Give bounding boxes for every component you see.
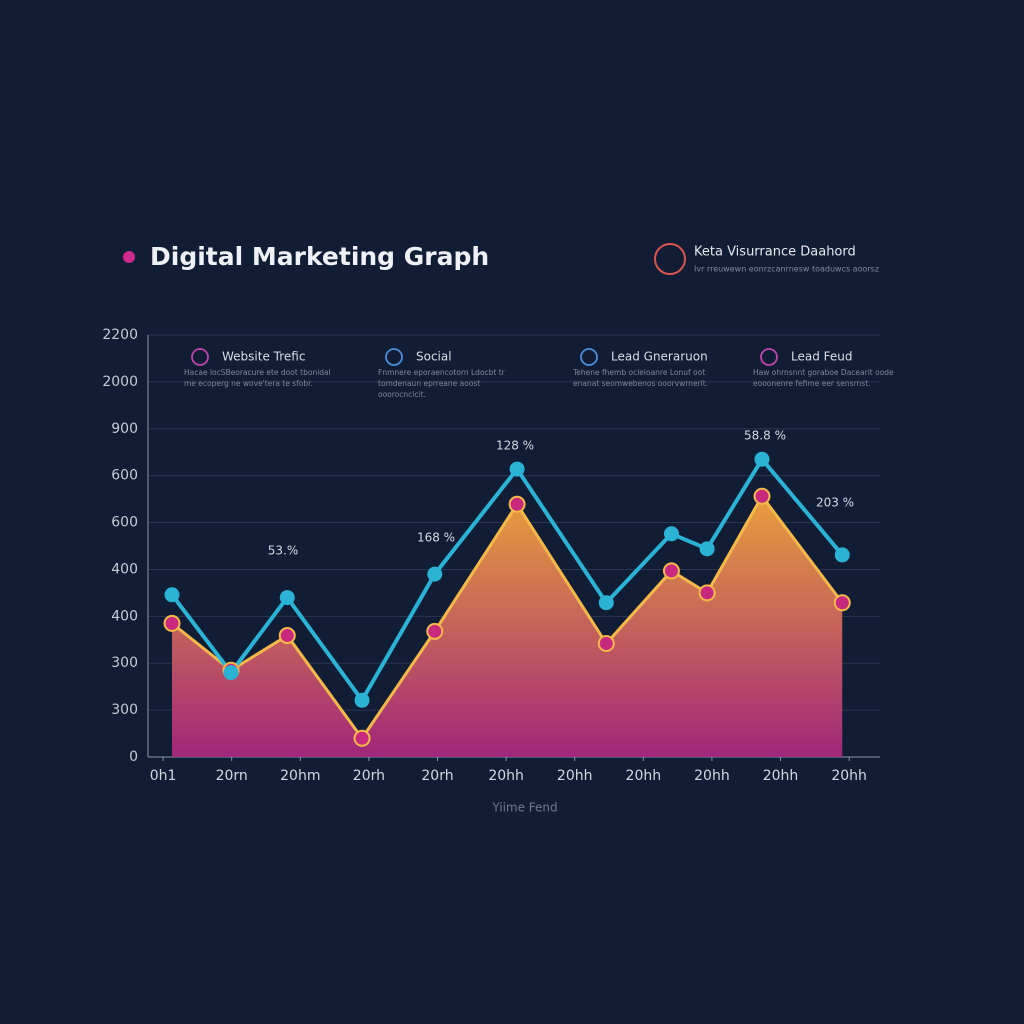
- marker: [427, 566, 443, 582]
- marker: [279, 590, 295, 606]
- y-tick-label: 300: [111, 702, 138, 718]
- marker: [508, 495, 526, 513]
- legend-icon: [760, 348, 778, 366]
- y-tick-label: 600: [111, 515, 138, 531]
- marker: [426, 622, 444, 640]
- brand-subtitle: Ivr rreuwewn eonrzcanrnesw toaduwcs aoor…: [694, 265, 879, 274]
- marker: [662, 562, 680, 580]
- legend-title: Lead Gneraruon: [611, 350, 708, 364]
- marker: [753, 487, 771, 505]
- x-tick-label: 0h1: [150, 768, 177, 784]
- marker: [754, 451, 770, 467]
- legend-title: Lead Feud: [791, 350, 853, 364]
- legend-text: Tehene fhemb ocleioanre Lonuf oot enanat…: [573, 368, 709, 388]
- marker: [598, 595, 614, 611]
- legend-text-box: Tehene fhemb ocleioanre Lonuf oot enanat…: [573, 368, 709, 388]
- y-tick-label: 400: [111, 561, 138, 577]
- x-tick-label: 20hh: [763, 768, 799, 784]
- marker: [834, 547, 850, 563]
- legend-icon: [580, 348, 598, 366]
- marker: [597, 635, 615, 653]
- y-tick-label: 600: [111, 468, 138, 484]
- legend-text: Haw ohrnsnnt goraboe Dacearit oode eooon…: [753, 368, 894, 388]
- chart-title: Digital Marketing Graph: [150, 242, 489, 271]
- x-tick-label: 20hh: [626, 768, 662, 784]
- legend-text: Hacae locSBeoracure ete doot tbonidal me…: [184, 368, 331, 388]
- brand-icon: [654, 243, 686, 275]
- x-tick-label: 20hh: [831, 768, 867, 784]
- brand: Keta Visurrance Daahord: [694, 245, 856, 260]
- annotation: 168 %: [417, 531, 455, 545]
- annotation: 128 %: [496, 439, 534, 453]
- x-tick-label: 20rh: [421, 768, 453, 784]
- marker: [278, 627, 296, 645]
- legend-text-box: Fnmnere eporaencotorn Ldocbt tr tomdenau…: [378, 368, 505, 399]
- marker: [698, 584, 716, 602]
- annotation: 58.8 %: [744, 429, 786, 443]
- y-tick-label: 900: [111, 421, 138, 437]
- x-axis-label: Yiime Fend: [491, 801, 557, 815]
- y-tick-label: 2000: [102, 374, 138, 390]
- title-dot: [123, 251, 135, 263]
- marker: [163, 614, 181, 632]
- marker: [663, 526, 679, 542]
- marker: [833, 594, 851, 612]
- legend-text: Fnmnere eporaencotorn Ldocbt tr tomdenau…: [378, 368, 505, 399]
- y-tick-label: 2200: [102, 327, 138, 343]
- legend-text-box: Haw ohrnsnnt goraboe Dacearit oode eooon…: [753, 368, 894, 388]
- marker: [353, 729, 371, 747]
- marker: [164, 587, 180, 603]
- annotation: 203 %: [816, 496, 854, 510]
- x-tick-label: 20hh: [488, 768, 524, 784]
- area: [172, 496, 843, 757]
- legend-icon: [385, 348, 403, 366]
- marker: [509, 461, 525, 477]
- x-tick-label: 20hh: [694, 768, 730, 784]
- marker: [699, 541, 715, 557]
- legend-title: Social: [416, 350, 452, 364]
- annotation: 53.%: [268, 544, 299, 558]
- x-tick-label: 20rh: [353, 768, 385, 784]
- legend-icon: [191, 348, 209, 366]
- legend-title: Website Trefic: [222, 350, 305, 364]
- x-tick-label: 20rn: [216, 768, 248, 784]
- marker: [223, 665, 239, 681]
- y-tick-label: 300: [111, 655, 138, 671]
- x-tick-label: 20hh: [557, 768, 593, 784]
- x-tick-label: 20hm: [280, 768, 320, 784]
- marker: [354, 692, 370, 708]
- legend-text-box: Hacae locSBeoracure ete doot tbonidal me…: [184, 368, 331, 388]
- y-tick-label: 0: [129, 749, 138, 765]
- y-tick-label: 400: [111, 608, 138, 624]
